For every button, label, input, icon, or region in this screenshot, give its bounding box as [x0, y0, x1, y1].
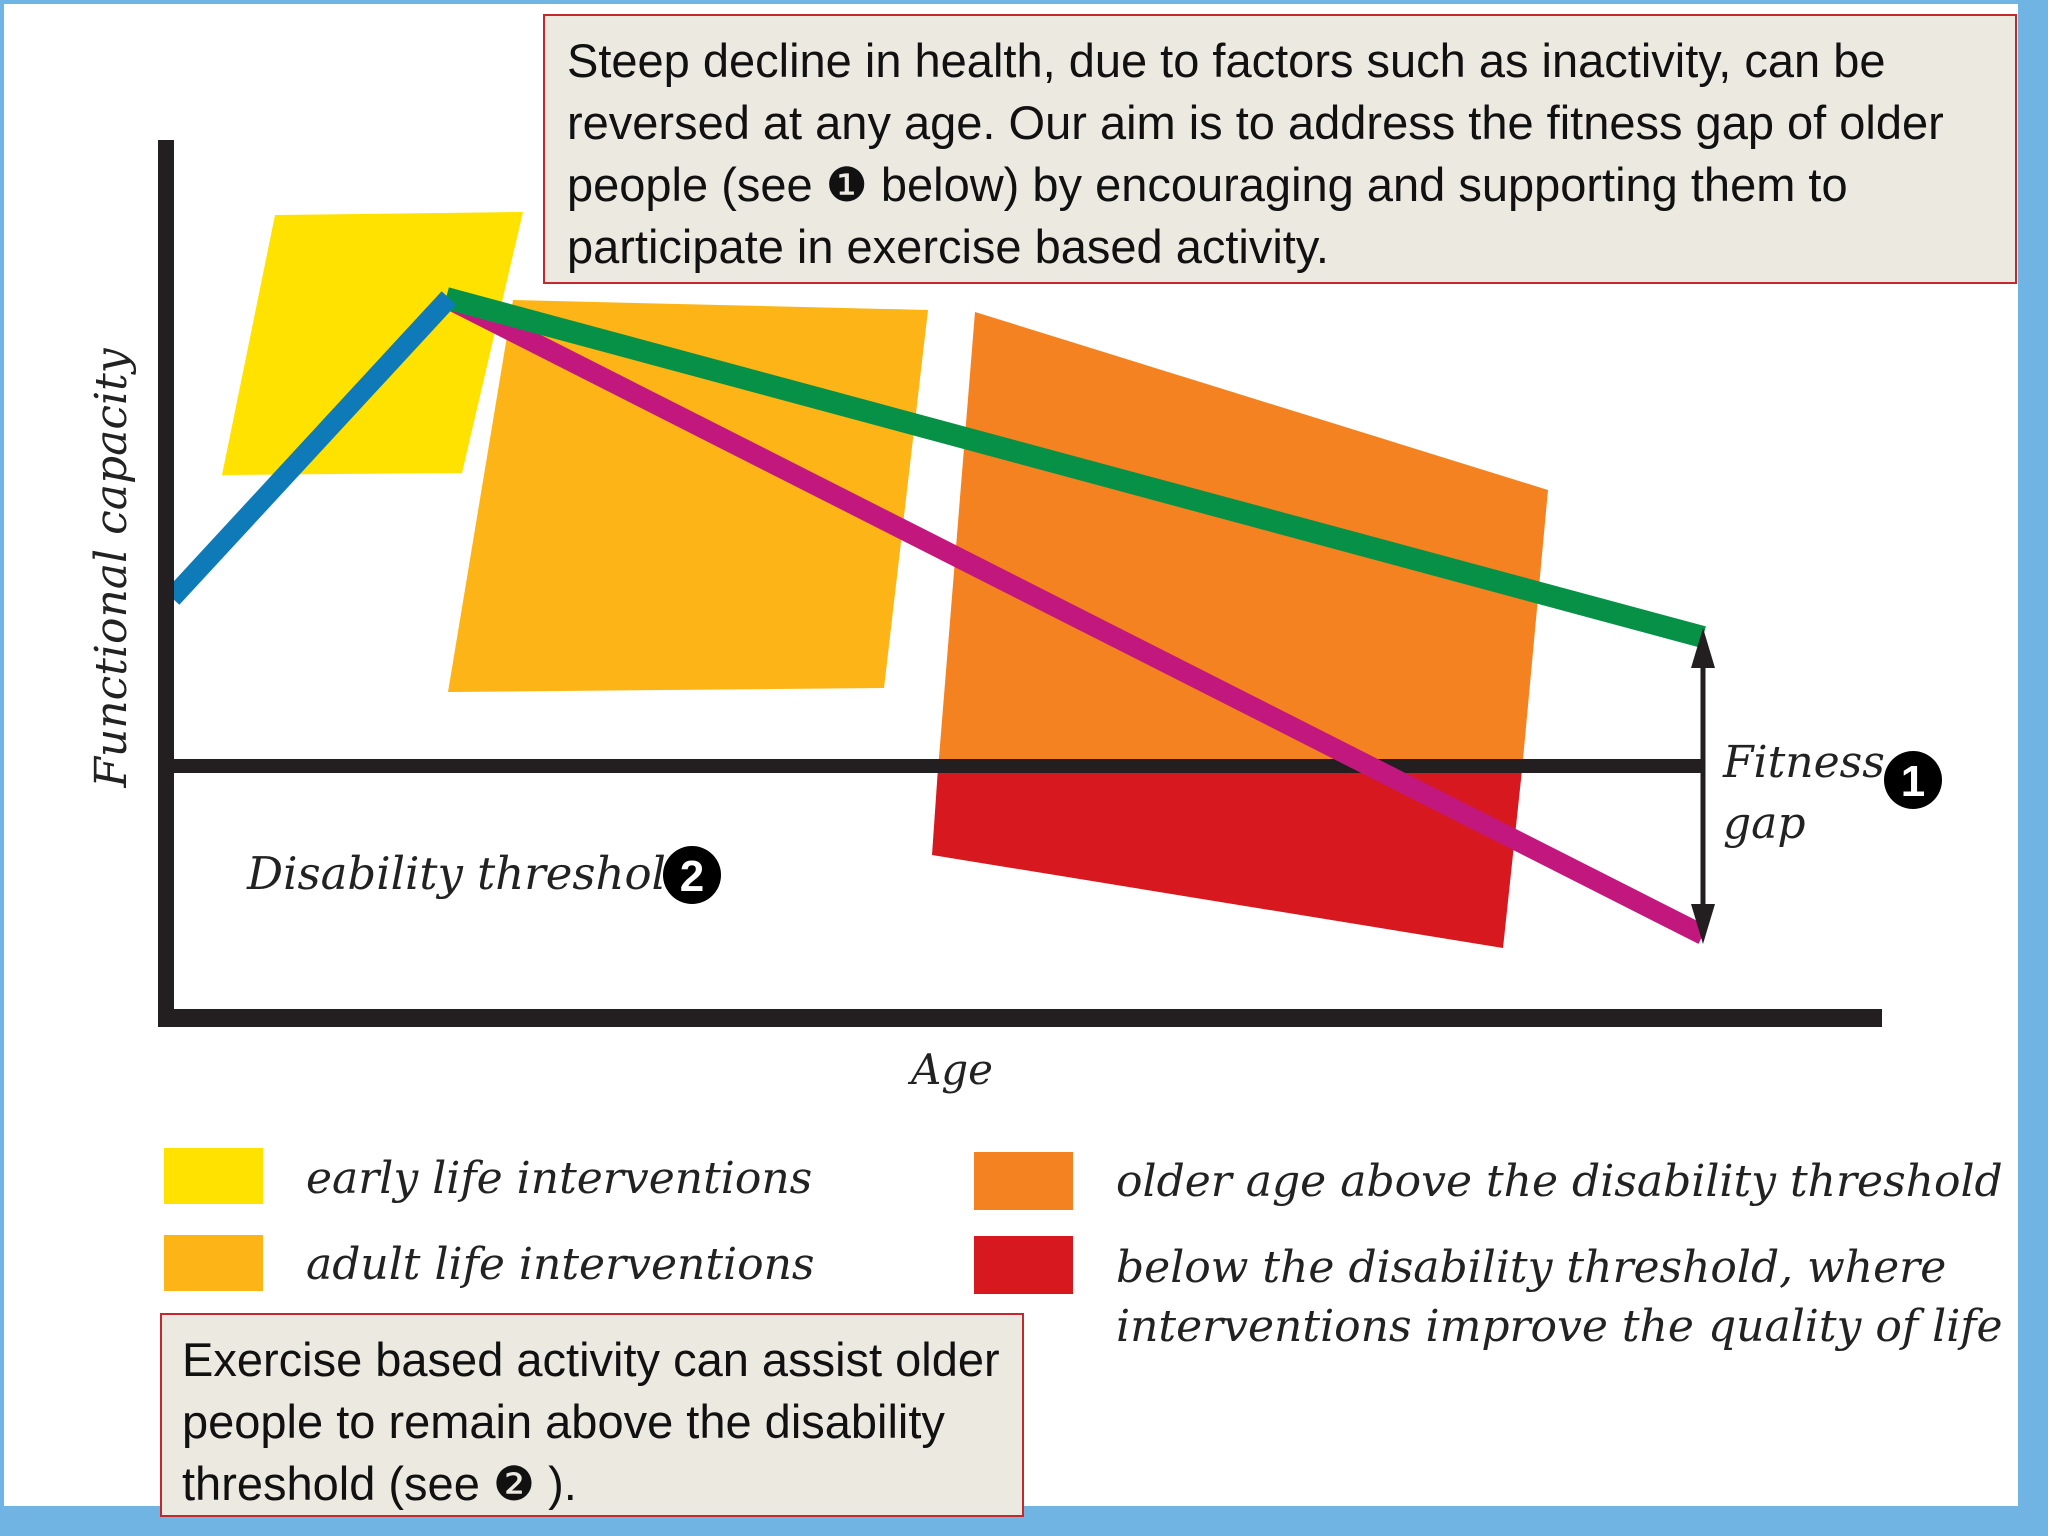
marker-2-badge: 2	[663, 846, 721, 904]
frame-right-border	[2018, 0, 2048, 1536]
legend-swatch-below-threshold	[974, 1236, 1073, 1294]
fitness-gap-callout: Steep decline in health, due to factors …	[543, 14, 2017, 284]
frame-left-border	[0, 0, 4, 1536]
legend-swatch-older-age	[974, 1152, 1073, 1210]
marker-1-number: 1	[1901, 757, 1925, 806]
marker-1-badge: 1	[1884, 751, 1942, 809]
inactive-decline-line	[441, 289, 1708, 944]
y-axis-label: Functional capacity	[86, 347, 137, 788]
legend-label-adult-life: adult life interventions	[306, 1239, 815, 1290]
threshold-callout: Exercise based activity can assist older…	[160, 1313, 1024, 1517]
legend-label-early-life: early life interventions	[306, 1153, 812, 1204]
marker-2-number: 2	[680, 852, 704, 901]
fitness-gap-arrow	[1691, 628, 1715, 944]
legend-label-below-threshold-line2: interventions improve the quality of lif…	[1116, 1301, 2003, 1352]
fitness-gap-label-line2: gap	[1723, 798, 1806, 849]
legend-swatch-adult-life	[164, 1235, 263, 1291]
legend-swatch-early-life	[164, 1148, 263, 1204]
early-rise-line	[164, 291, 457, 605]
below-threshold-zone	[932, 768, 1522, 948]
frame-top-border	[0, 0, 2048, 4]
early-life-zone	[222, 212, 523, 475]
legend-label-older-age: older age above the disability threshold	[1116, 1156, 2003, 1207]
disability-threshold-label: Disability threshold	[246, 847, 695, 900]
fitness-gap-label-line1: Fitness	[1722, 737, 1885, 788]
older-age-zone	[938, 312, 1548, 770]
legend-label-below-threshold-line1: below the disability threshold, where	[1116, 1242, 1946, 1293]
x-axis-label: Age	[907, 1045, 993, 1094]
threshold-callout-text: Exercise based activity can assist older…	[182, 1333, 1000, 1510]
fitness-gap-callout-text: Steep decline in health, due to factors …	[567, 34, 1944, 273]
active-decline-line	[443, 287, 1706, 648]
legend: early life interventions adult life inte…	[164, 1148, 2003, 1352]
